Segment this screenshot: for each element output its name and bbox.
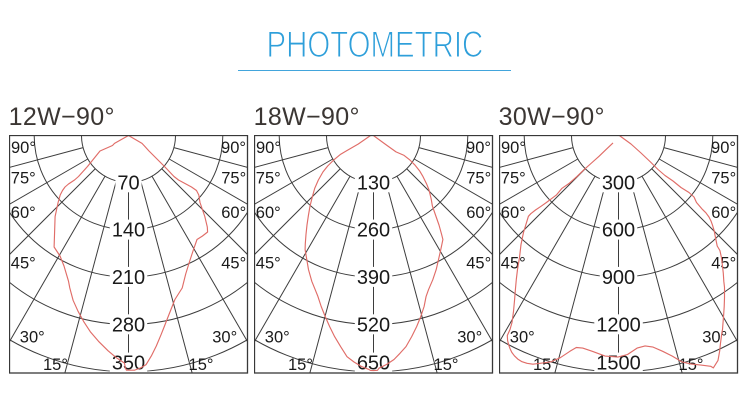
svg-text:90°: 90° — [501, 139, 526, 157]
svg-text:60°: 60° — [256, 204, 281, 222]
svg-text:1500: 1500 — [596, 353, 641, 375]
svg-text:75°: 75° — [711, 169, 736, 187]
svg-text:45°: 45° — [256, 255, 281, 273]
svg-text:15°: 15° — [533, 356, 558, 374]
svg-text:300: 300 — [602, 172, 635, 194]
svg-text:1200: 1200 — [596, 314, 641, 336]
svg-text:90°: 90° — [711, 139, 736, 157]
svg-text:75°: 75° — [11, 169, 36, 187]
svg-text:30°: 30° — [702, 329, 727, 347]
svg-text:210: 210 — [112, 267, 145, 289]
svg-text:45°: 45° — [501, 255, 526, 273]
svg-text:45°: 45° — [466, 255, 491, 273]
svg-text:45°: 45° — [221, 255, 246, 273]
svg-text:90°: 90° — [256, 139, 281, 157]
svg-text:15°: 15° — [679, 356, 704, 374]
svg-text:15°: 15° — [434, 356, 459, 374]
svg-text:75°: 75° — [466, 169, 491, 187]
svg-text:15°: 15° — [43, 356, 68, 374]
svg-text:60°: 60° — [221, 204, 246, 222]
svg-text:45°: 45° — [11, 255, 36, 273]
svg-text:30°: 30° — [457, 329, 482, 347]
svg-text:650: 650 — [357, 353, 390, 375]
svg-text:390: 390 — [357, 267, 390, 289]
svg-text:30°: 30° — [212, 329, 237, 347]
svg-text:45°: 45° — [711, 255, 736, 273]
svg-text:260: 260 — [357, 220, 390, 242]
svg-text:30°: 30° — [20, 329, 45, 347]
svg-text:350: 350 — [112, 353, 145, 375]
svg-text:90°: 90° — [466, 139, 491, 157]
svg-text:70: 70 — [117, 172, 139, 194]
svg-text:75°: 75° — [256, 169, 281, 187]
svg-text:60°: 60° — [466, 204, 491, 222]
svg-text:90°: 90° — [221, 139, 246, 157]
svg-text:75°: 75° — [221, 169, 246, 187]
svg-text:15°: 15° — [288, 356, 313, 374]
svg-text:130: 130 — [357, 172, 390, 194]
svg-text:520: 520 — [357, 314, 390, 336]
svg-text:60°: 60° — [711, 204, 736, 222]
svg-text:30°: 30° — [510, 329, 535, 347]
svg-text:90°: 90° — [11, 139, 36, 157]
svg-text:600: 600 — [602, 220, 635, 242]
svg-text:140: 140 — [112, 220, 145, 242]
svg-text:60°: 60° — [11, 204, 36, 222]
svg-text:30°: 30° — [265, 329, 290, 347]
svg-text:900: 900 — [602, 267, 635, 289]
svg-text:280: 280 — [112, 314, 145, 336]
svg-text:60°: 60° — [501, 204, 526, 222]
svg-text:15°: 15° — [189, 356, 214, 374]
svg-text:75°: 75° — [501, 169, 526, 187]
